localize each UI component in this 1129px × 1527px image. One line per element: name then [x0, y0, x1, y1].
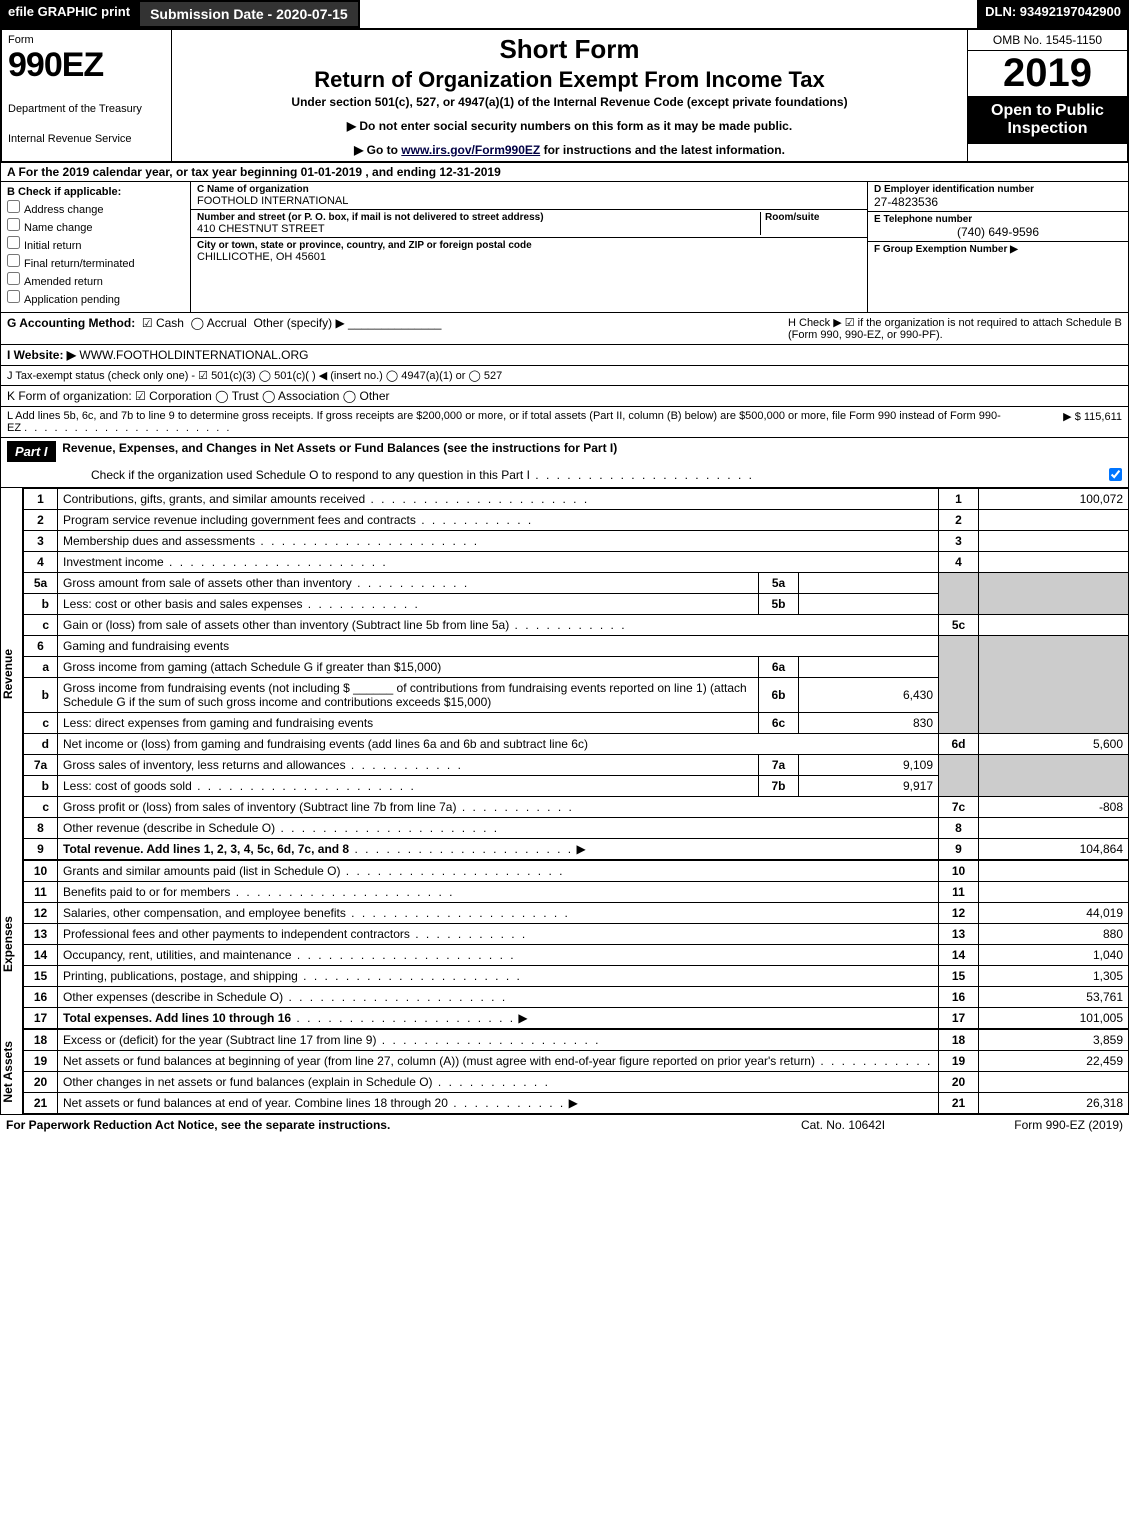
dept-treasury: Department of the Treasury — [8, 103, 165, 115]
section-a: A For the 2019 calendar year, or tax yea… — [0, 163, 1129, 182]
chk-address-change[interactable]: Address change — [7, 200, 184, 216]
col-b: B Check if applicable: Address change Na… — [1, 182, 191, 312]
tax-exempt-status: J Tax-exempt status (check only one) - ☑… — [7, 369, 1122, 382]
part1-label: Part I — [7, 441, 56, 462]
irs-link[interactable]: www.irs.gov/Form990EZ — [401, 143, 540, 157]
accrual-option: Accrual — [207, 316, 247, 330]
ssn-warning: ▶ Do not enter social security numbers o… — [180, 119, 959, 133]
cat-number: Cat. No. 10642I — [763, 1118, 923, 1132]
other-option: Other (specify) ▶ — [253, 316, 344, 330]
chk-amended-return[interactable]: Amended return — [7, 272, 184, 288]
net-assets-table: 18Excess or (deficit) for the year (Subt… — [23, 1029, 1129, 1114]
top-bar: efile GRAPHIC print Submission Date - 20… — [0, 0, 1129, 28]
website-value: WWW.FOOTHOLDINTERNATIONAL.ORG — [79, 348, 308, 362]
form-id-footer: Form 990-EZ (2019) — [923, 1118, 1123, 1132]
row-j: J Tax-exempt status (check only one) - ☑… — [0, 366, 1129, 386]
form-number: 990EZ — [8, 46, 165, 85]
net-assets-section: Net Assets 18Excess or (deficit) for the… — [0, 1029, 1129, 1114]
chk-initial-return[interactable]: Initial return — [7, 236, 184, 252]
accounting-method-label: G Accounting Method: — [7, 316, 135, 330]
col-c: C Name of organization FOOTHOLD INTERNAT… — [191, 182, 868, 312]
website-label: I Website: ▶ — [7, 348, 76, 362]
revenue-table: 1Contributions, gifts, grants, and simil… — [23, 488, 1129, 860]
note2-post: for instructions and the latest informat… — [540, 143, 785, 157]
room-label: Room/suite — [765, 212, 861, 223]
part1-title: Revenue, Expenses, and Changes in Net As… — [62, 441, 1122, 455]
main-title: Return of Organization Exempt From Incom… — [180, 67, 959, 93]
form-word: Form — [8, 34, 165, 46]
col-d: D Employer identification number 27-4823… — [868, 182, 1128, 312]
cash-option: Cash — [156, 316, 184, 330]
footer: For Paperwork Reduction Act Notice, see … — [0, 1114, 1129, 1135]
row-g-h: G Accounting Method: ☑ Cash ◯ Accrual Ot… — [0, 313, 1129, 345]
subtitle: Under section 501(c), 527, or 4947(a)(1)… — [180, 95, 959, 109]
net-assets-side-label: Net Assets — [1, 1041, 22, 1103]
dln-label: DLN: 93492197042900 — [977, 0, 1129, 28]
tel-label: E Telephone number — [874, 214, 1122, 225]
org-name-label: C Name of organization — [197, 184, 861, 195]
city-label: City or town, state or province, country… — [197, 240, 861, 251]
submission-date: Submission Date - 2020-07-15 — [138, 0, 360, 28]
revenue-section: Revenue 1Contributions, gifts, grants, a… — [0, 488, 1129, 860]
part1-check-line: Check if the organization used Schedule … — [91, 468, 1092, 482]
part1-header: Part I Revenue, Expenses, and Changes in… — [0, 438, 1129, 488]
ein-value: 27-4823536 — [874, 195, 1122, 209]
expenses-side-label: Expenses — [1, 916, 22, 972]
chk-name-change[interactable]: Name change — [7, 218, 184, 234]
row-i: I Website: ▶ WWW.FOOTHOLDINTERNATIONAL.O… — [0, 345, 1129, 366]
row-l-amount: ▶ $ 115,611 — [1002, 410, 1122, 434]
paperwork-notice: For Paperwork Reduction Act Notice, see … — [6, 1118, 763, 1132]
short-form-title: Short Form — [180, 34, 959, 65]
group-exemption-label: F Group Exemption Number ▶ — [874, 244, 1122, 255]
info-grid: B Check if applicable: Address change Na… — [0, 182, 1129, 313]
irs-label: Internal Revenue Service — [8, 133, 165, 145]
efile-label: efile GRAPHIC print — [0, 0, 138, 28]
row-h: H Check ▶ ☑ if the organization is not r… — [782, 316, 1122, 341]
part1-schedule-o-checkbox[interactable] — [1109, 468, 1122, 481]
form-of-organization: K Form of organization: ☑ Corporation ◯ … — [7, 389, 1122, 403]
note2-pre: ▶ Go to — [354, 143, 401, 157]
col-b-header: B Check if applicable: — [7, 186, 184, 198]
tax-year: 2019 — [968, 51, 1127, 96]
city-value: CHILLICOTHE, OH 45601 — [197, 251, 861, 263]
open-to-public: Open to Public Inspection — [968, 96, 1127, 144]
omb-number: OMB No. 1545-1150 — [968, 30, 1127, 51]
addr-label: Number and street (or P. O. box, if mail… — [197, 212, 756, 223]
instructions-link-row: ▶ Go to www.irs.gov/Form990EZ for instru… — [180, 143, 959, 157]
expenses-table: 10Grants and similar amounts paid (list … — [23, 860, 1129, 1029]
chk-application-pending[interactable]: Application pending — [7, 290, 184, 306]
tel-value: (740) 649-9596 — [874, 225, 1122, 239]
ein-label: D Employer identification number — [874, 184, 1122, 195]
revenue-side-label: Revenue — [1, 649, 22, 699]
org-name-value: FOOTHOLD INTERNATIONAL — [197, 195, 861, 207]
row-k: K Form of organization: ☑ Corporation ◯ … — [0, 386, 1129, 407]
form-header: Form 990EZ Department of the Treasury In… — [0, 28, 1129, 163]
expenses-section: Expenses 10Grants and similar amounts pa… — [0, 860, 1129, 1029]
addr-value: 410 CHESTNUT STREET — [197, 223, 756, 235]
chk-final-return[interactable]: Final return/terminated — [7, 254, 184, 270]
row-l: L Add lines 5b, 6c, and 7b to line 9 to … — [0, 407, 1129, 438]
